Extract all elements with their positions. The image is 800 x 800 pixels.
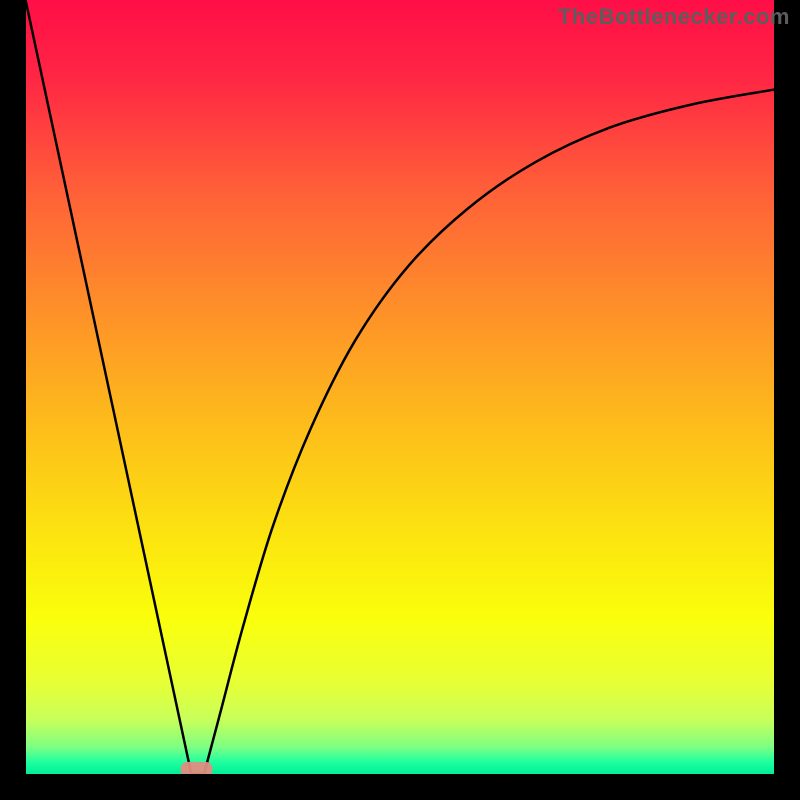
gradient-background bbox=[26, 0, 774, 774]
bottleneck-chart: TheBottlenecker.com bbox=[0, 0, 800, 800]
watermark-text: TheBottlenecker.com bbox=[558, 4, 790, 30]
chart-svg bbox=[0, 0, 800, 800]
